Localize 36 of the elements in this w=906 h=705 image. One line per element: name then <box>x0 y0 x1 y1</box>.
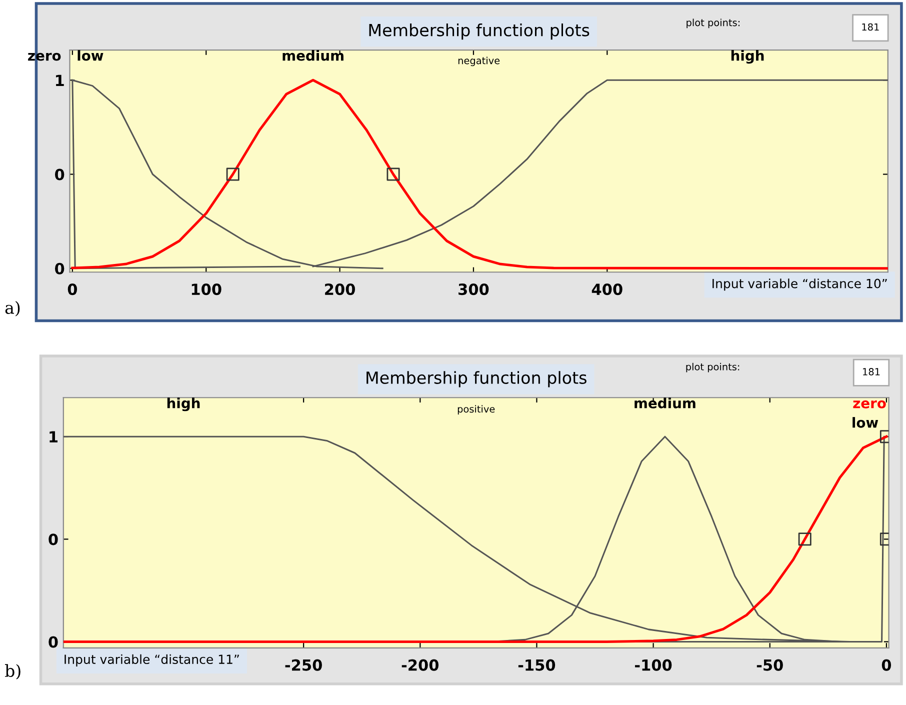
x-tick-label: -100 <box>635 659 672 671</box>
text: plot points: <box>686 362 740 372</box>
x-tick-label: -50 <box>756 659 783 671</box>
y-tick-label: 0 <box>48 534 58 546</box>
series-label: low <box>852 417 878 428</box>
x-axis-title: Input variable “distance 10” <box>712 278 887 291</box>
annotation: negative <box>458 56 500 66</box>
y-tick-label: 1 <box>56 74 64 86</box>
x-tick-label: 300 <box>458 284 489 296</box>
text: 181 <box>862 23 879 31</box>
text: a) <box>5 301 20 316</box>
y-tick-label: 0 <box>55 168 64 180</box>
text: b) <box>5 664 20 680</box>
series-label: high <box>731 50 764 64</box>
chart-title: Membership function plots <box>369 24 590 40</box>
text: medium <box>634 398 696 408</box>
y-tick-label: 1 <box>50 431 58 442</box>
x-tick-label: -150 <box>518 659 556 671</box>
series-label: medium <box>282 50 344 61</box>
x-tick-label: 400 <box>592 284 622 296</box>
series-label: high <box>167 398 200 412</box>
x-tick-label: 200 <box>325 284 356 296</box>
text: 181 <box>863 368 880 376</box>
x-tick-label: 0 <box>68 284 78 296</box>
series-label: low <box>78 50 104 61</box>
x-tick-label: -250 <box>285 659 322 671</box>
x-axis-title: Input variable “distance 11” <box>64 654 239 666</box>
text: zero <box>853 400 886 408</box>
y-tick-label: 0 <box>48 636 58 648</box>
text: plot points: <box>686 18 740 28</box>
chart-title: Membership function plots <box>366 371 586 388</box>
y-tick-label: 0 <box>55 262 64 274</box>
x-tick-label: 100 <box>192 284 222 296</box>
annotation: positive <box>458 405 495 415</box>
x-tick-label: -200 <box>402 659 439 671</box>
x-tick-label: 0 <box>882 659 892 671</box>
